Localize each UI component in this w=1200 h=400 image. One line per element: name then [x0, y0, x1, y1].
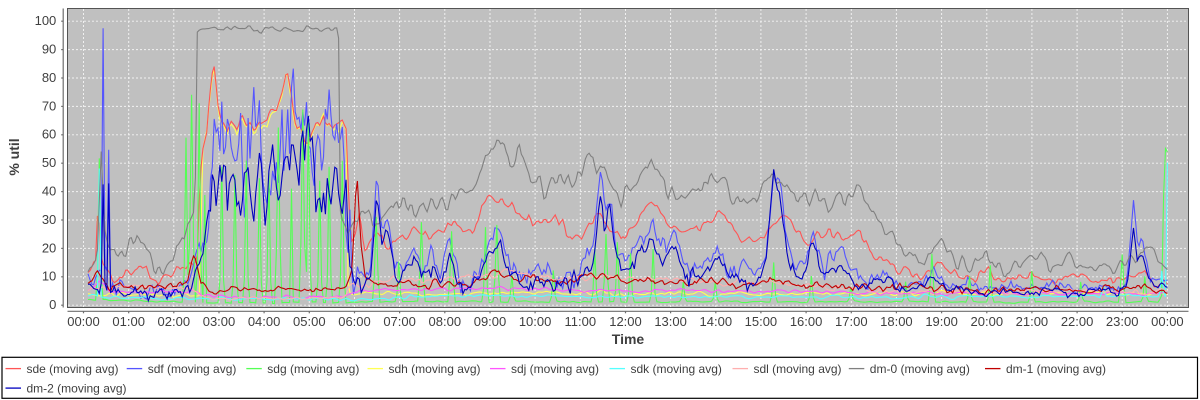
- svg-text:18:00: 18:00: [880, 314, 913, 329]
- svg-text:sdj (moving avg): sdj (moving avg): [511, 362, 599, 376]
- svg-text:17:00: 17:00: [835, 314, 868, 329]
- svg-text:22:00: 22:00: [1061, 314, 1094, 329]
- svg-text:sdl (moving avg): sdl (moving avg): [754, 362, 842, 376]
- svg-text:100: 100: [35, 13, 57, 28]
- svg-text:sdk (moving avg): sdk (moving avg): [631, 362, 722, 376]
- svg-text:80: 80: [42, 70, 56, 85]
- svg-text:40: 40: [42, 184, 56, 199]
- svg-text:sdf (moving avg): sdf (moving avg): [148, 362, 237, 376]
- svg-text:23:00: 23:00: [1106, 314, 1139, 329]
- svg-text:60: 60: [42, 127, 56, 142]
- svg-text:04:00: 04:00: [248, 314, 281, 329]
- svg-text:03:00: 03:00: [203, 314, 236, 329]
- svg-text:12:00: 12:00: [609, 314, 642, 329]
- svg-text:Time: Time: [612, 331, 645, 347]
- svg-text:19:00: 19:00: [925, 314, 958, 329]
- svg-text:00:00: 00:00: [67, 314, 100, 329]
- svg-text:06:00: 06:00: [338, 314, 371, 329]
- svg-text:sdh (moving avg): sdh (moving avg): [389, 362, 481, 376]
- svg-text:sde (moving avg): sde (moving avg): [27, 362, 119, 376]
- svg-text:01:00: 01:00: [112, 314, 145, 329]
- svg-text:dm-2 (moving avg): dm-2 (moving avg): [27, 381, 127, 395]
- svg-text:02:00: 02:00: [158, 314, 191, 329]
- svg-text:10: 10: [42, 269, 56, 284]
- svg-text:21:00: 21:00: [1016, 314, 1049, 329]
- svg-text:05:00: 05:00: [293, 314, 326, 329]
- svg-text:00:00: 00:00: [1151, 314, 1184, 329]
- svg-text:30: 30: [42, 212, 56, 227]
- svg-text:% util: % util: [6, 138, 22, 175]
- svg-text:14:00: 14:00: [700, 314, 733, 329]
- svg-text:dm-0 (moving avg): dm-0 (moving avg): [870, 362, 970, 376]
- svg-text:90: 90: [42, 42, 56, 57]
- svg-text:10:00: 10:00: [519, 314, 552, 329]
- svg-text:11:00: 11:00: [565, 314, 597, 329]
- svg-text:15:00: 15:00: [745, 314, 778, 329]
- svg-text:sdg (moving avg): sdg (moving avg): [267, 362, 359, 376]
- svg-text:20: 20: [42, 240, 56, 255]
- svg-text:dm-1 (moving avg): dm-1 (moving avg): [1006, 362, 1106, 376]
- svg-text:09:00: 09:00: [474, 314, 507, 329]
- svg-text:50: 50: [42, 155, 56, 170]
- svg-text:20:00: 20:00: [971, 314, 1004, 329]
- svg-text:0: 0: [49, 297, 56, 312]
- svg-text:16:00: 16:00: [790, 314, 823, 329]
- svg-text:70: 70: [42, 98, 56, 113]
- svg-text:08:00: 08:00: [429, 314, 462, 329]
- svg-text:13:00: 13:00: [654, 314, 687, 329]
- svg-text:07:00: 07:00: [383, 314, 416, 329]
